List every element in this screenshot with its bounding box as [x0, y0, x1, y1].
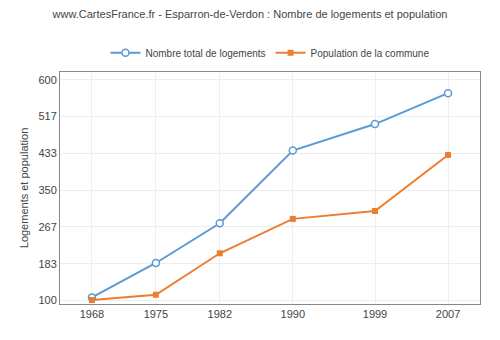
- svg-text:183: 183: [38, 258, 56, 270]
- svg-text:Population de la commune: Population de la commune: [311, 48, 430, 59]
- svg-text:1982: 1982: [208, 308, 232, 320]
- svg-text:433: 433: [38, 147, 56, 159]
- svg-text:Nombre total de logements: Nombre total de logements: [146, 48, 266, 59]
- svg-text:1968: 1968: [80, 308, 104, 320]
- svg-text:1975: 1975: [144, 308, 168, 320]
- svg-text:www.CartesFrance.fr - Esparron: www.CartesFrance.fr - Esparron-de-Verdon…: [52, 8, 448, 20]
- svg-text:Logements et population: Logements et population: [18, 128, 30, 248]
- svg-text:1999: 1999: [363, 308, 387, 320]
- svg-text:350: 350: [38, 184, 56, 196]
- svg-text:100: 100: [38, 294, 56, 306]
- svg-text:600: 600: [38, 74, 56, 86]
- svg-text:267: 267: [38, 221, 56, 233]
- svg-text:517: 517: [38, 110, 56, 122]
- svg-text:1990: 1990: [281, 308, 305, 320]
- svg-text:2007: 2007: [436, 308, 460, 320]
